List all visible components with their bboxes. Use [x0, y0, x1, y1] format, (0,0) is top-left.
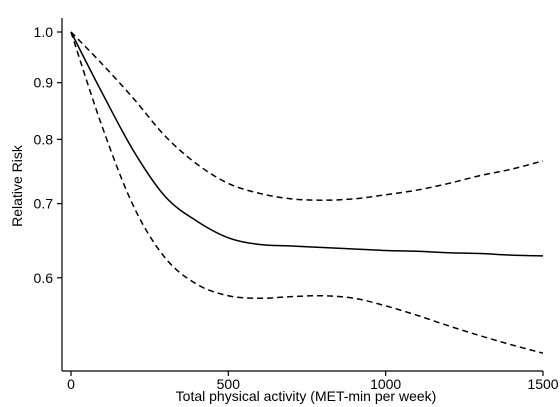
lower-confidence-curve	[70, 31, 544, 354]
x-ticks: 0 500 1000 1500	[67, 371, 559, 392]
series-group	[70, 31, 544, 354]
upper-confidence-curve	[70, 31, 544, 201]
y-tick-label: 0.7	[34, 196, 54, 212]
y-tick-label: 0.8	[34, 131, 54, 147]
x-tick-label: 1500	[527, 376, 558, 392]
y-axis-title: Relative Risk	[9, 144, 25, 227]
y-ticks: 0.6 0.7 0.8 0.9 1.0	[34, 24, 62, 286]
y-tick-label: 0.6	[34, 270, 54, 286]
x-axis-title: Total physical activity (MET-min per wee…	[176, 388, 437, 404]
x-tick-label: 500	[217, 376, 241, 392]
y-tick-label: 0.9	[34, 75, 54, 91]
x-tick-label: 1000	[370, 376, 401, 392]
y-tick-label: 1.0	[34, 24, 54, 40]
relative-risk-curve	[70, 31, 544, 257]
x-tick-label: 0	[67, 376, 75, 392]
plot-area: 0.6 0.7 0.8 0.9 1.0 0 500 1000 1500	[34, 18, 559, 392]
